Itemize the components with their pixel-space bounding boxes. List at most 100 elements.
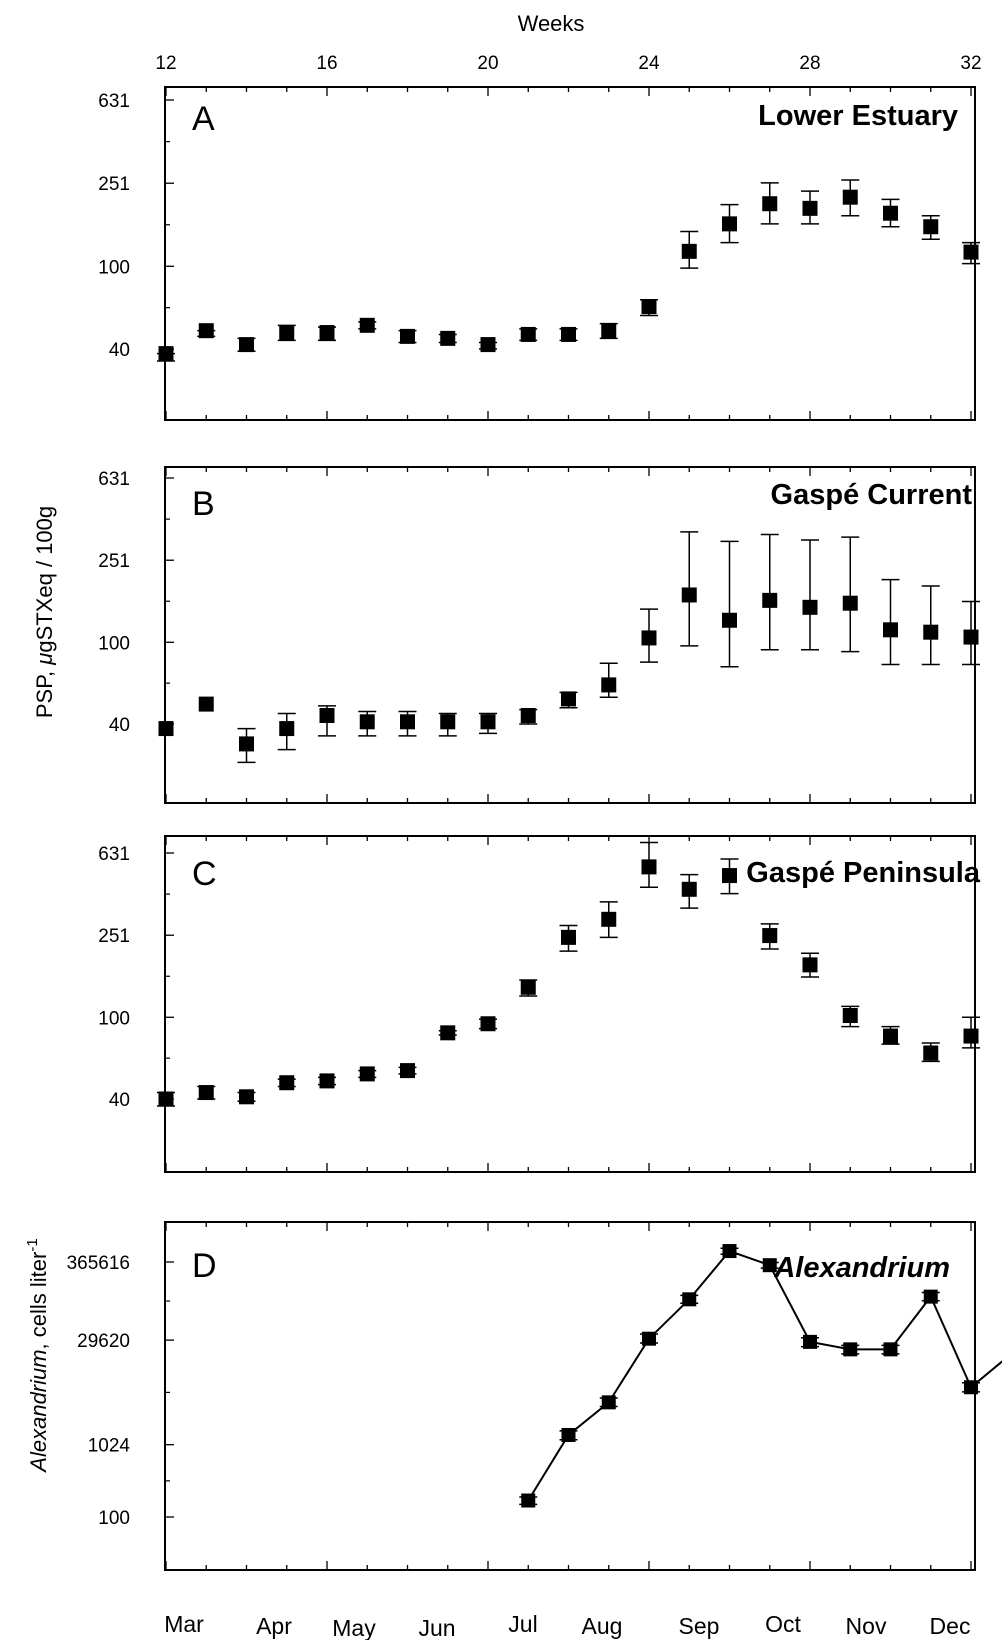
month-label-dec: Dec bbox=[930, 1613, 971, 1639]
data-point bbox=[802, 957, 818, 973]
month-labels: Mar Apr May Jun Jul Aug Sep Oct Nov Dec bbox=[164, 1611, 970, 1640]
data-point bbox=[440, 1025, 456, 1041]
data-point bbox=[842, 1008, 858, 1024]
data-point bbox=[681, 587, 697, 603]
week-tick-16: 16 bbox=[316, 53, 337, 74]
data-point bbox=[803, 1334, 817, 1349]
week-tick-labels: 1216202428323640444852 bbox=[155, 53, 981, 74]
psp-axis-title: PSP, μgSTXeq / 100g bbox=[32, 506, 57, 718]
week-tick-28: 28 bbox=[799, 53, 820, 74]
data-point bbox=[319, 1073, 335, 1089]
month-label-nov: Nov bbox=[846, 1613, 887, 1639]
data-point bbox=[400, 714, 415, 730]
data-point bbox=[601, 1395, 616, 1410]
data-point bbox=[642, 1331, 656, 1346]
data-point bbox=[561, 326, 576, 342]
data-point bbox=[198, 696, 214, 712]
data-point bbox=[158, 346, 174, 362]
alexandrium-axis-title: Alexandrium, cells liter-1 bbox=[24, 1238, 51, 1473]
data-point bbox=[601, 323, 617, 339]
y-tick-label: 100 bbox=[98, 633, 130, 654]
data-point bbox=[319, 708, 335, 724]
data-point bbox=[480, 714, 496, 730]
y-tick-label: 100 bbox=[98, 1008, 130, 1029]
data-point bbox=[964, 1380, 978, 1395]
plot-frame bbox=[164, 835, 976, 1173]
data-point bbox=[520, 326, 536, 342]
data-point bbox=[158, 1091, 174, 1107]
plot-frame bbox=[164, 1221, 976, 1571]
panel-d-letter: D bbox=[192, 1247, 217, 1285]
data-point bbox=[158, 721, 174, 737]
data-point bbox=[722, 216, 737, 232]
data-point bbox=[722, 612, 737, 628]
panel-d-title: Alexandrium bbox=[773, 1252, 950, 1284]
y-tick-label: 365616 bbox=[67, 1253, 130, 1274]
data-point bbox=[923, 219, 939, 235]
data-point bbox=[198, 323, 214, 339]
y-tick-label: 251 bbox=[98, 174, 130, 195]
panel-c-title: Gaspé Peninsula bbox=[746, 857, 981, 889]
y-tick-label: 1024 bbox=[88, 1436, 131, 1457]
y-tick-label: 40 bbox=[109, 1090, 130, 1111]
panel-c-letter: C bbox=[192, 855, 217, 893]
data-point bbox=[601, 911, 617, 927]
month-label-aug: Aug bbox=[582, 1613, 623, 1639]
data-point bbox=[239, 1089, 254, 1105]
weeks-axis-title: Weeks bbox=[518, 11, 585, 36]
plot-frame bbox=[164, 466, 976, 804]
data-point bbox=[641, 299, 657, 315]
y-tick-label: 631 bbox=[98, 844, 130, 865]
data-point bbox=[440, 330, 456, 346]
panel-d-alexandrium: D Alexandrium 365616 29620 1024 100 bbox=[67, 1221, 1002, 1571]
data-point bbox=[802, 599, 818, 615]
data-point bbox=[842, 189, 858, 205]
y-tick-label: 251 bbox=[98, 926, 130, 947]
data-point bbox=[561, 929, 576, 945]
data-point bbox=[359, 1066, 375, 1082]
psp-axis-title-suffix: gSTXeq / 100g bbox=[32, 506, 57, 653]
data-point bbox=[762, 592, 778, 608]
y-tick-label: 29620 bbox=[77, 1331, 130, 1352]
data-point bbox=[923, 1289, 938, 1304]
data-point bbox=[198, 1085, 214, 1101]
data-point bbox=[520, 979, 536, 995]
month-label-sep: Sep bbox=[679, 1613, 720, 1639]
data-point bbox=[561, 691, 576, 707]
series-line bbox=[527, 1249, 1002, 1502]
data-point bbox=[722, 1244, 737, 1259]
panel-b-letter: B bbox=[192, 485, 215, 523]
data-point bbox=[963, 629, 979, 645]
week-tick-32: 32 bbox=[960, 53, 981, 74]
data-point bbox=[842, 595, 858, 611]
month-label-jun: Jun bbox=[418, 1615, 455, 1640]
data-point bbox=[521, 1493, 536, 1508]
data-point bbox=[923, 624, 939, 640]
data-point bbox=[883, 1342, 898, 1357]
data-point bbox=[601, 677, 617, 693]
y-tick-label: 631 bbox=[98, 469, 130, 490]
data-point bbox=[843, 1342, 858, 1357]
week-tick-24: 24 bbox=[638, 53, 660, 74]
data-point bbox=[923, 1045, 939, 1061]
week-tick-20: 20 bbox=[477, 53, 498, 74]
data-point bbox=[722, 868, 737, 884]
data-point bbox=[520, 708, 536, 724]
data-point bbox=[681, 243, 697, 259]
data-point bbox=[963, 244, 979, 260]
data-point bbox=[641, 859, 657, 875]
data-point bbox=[279, 721, 295, 737]
panel-a-letter: A bbox=[192, 100, 215, 138]
data-point bbox=[359, 317, 375, 333]
data-point bbox=[641, 630, 657, 646]
alexandrium-axis-title-rest: , cells liter bbox=[26, 1252, 51, 1350]
y-tick-label: 100 bbox=[98, 1508, 130, 1529]
month-label-jul: Jul bbox=[508, 1611, 537, 1637]
panel-b-gaspe-current: B Gaspé Current 631 251 100 40 bbox=[98, 466, 980, 804]
week-tick-12: 12 bbox=[155, 53, 176, 74]
panel-c-gaspe-peninsula: C Gaspé Peninsula 631 251 100 40 bbox=[98, 835, 981, 1173]
month-label-mar: Mar bbox=[164, 1611, 204, 1637]
y-tick-label: 40 bbox=[109, 715, 130, 736]
data-point bbox=[883, 622, 898, 638]
